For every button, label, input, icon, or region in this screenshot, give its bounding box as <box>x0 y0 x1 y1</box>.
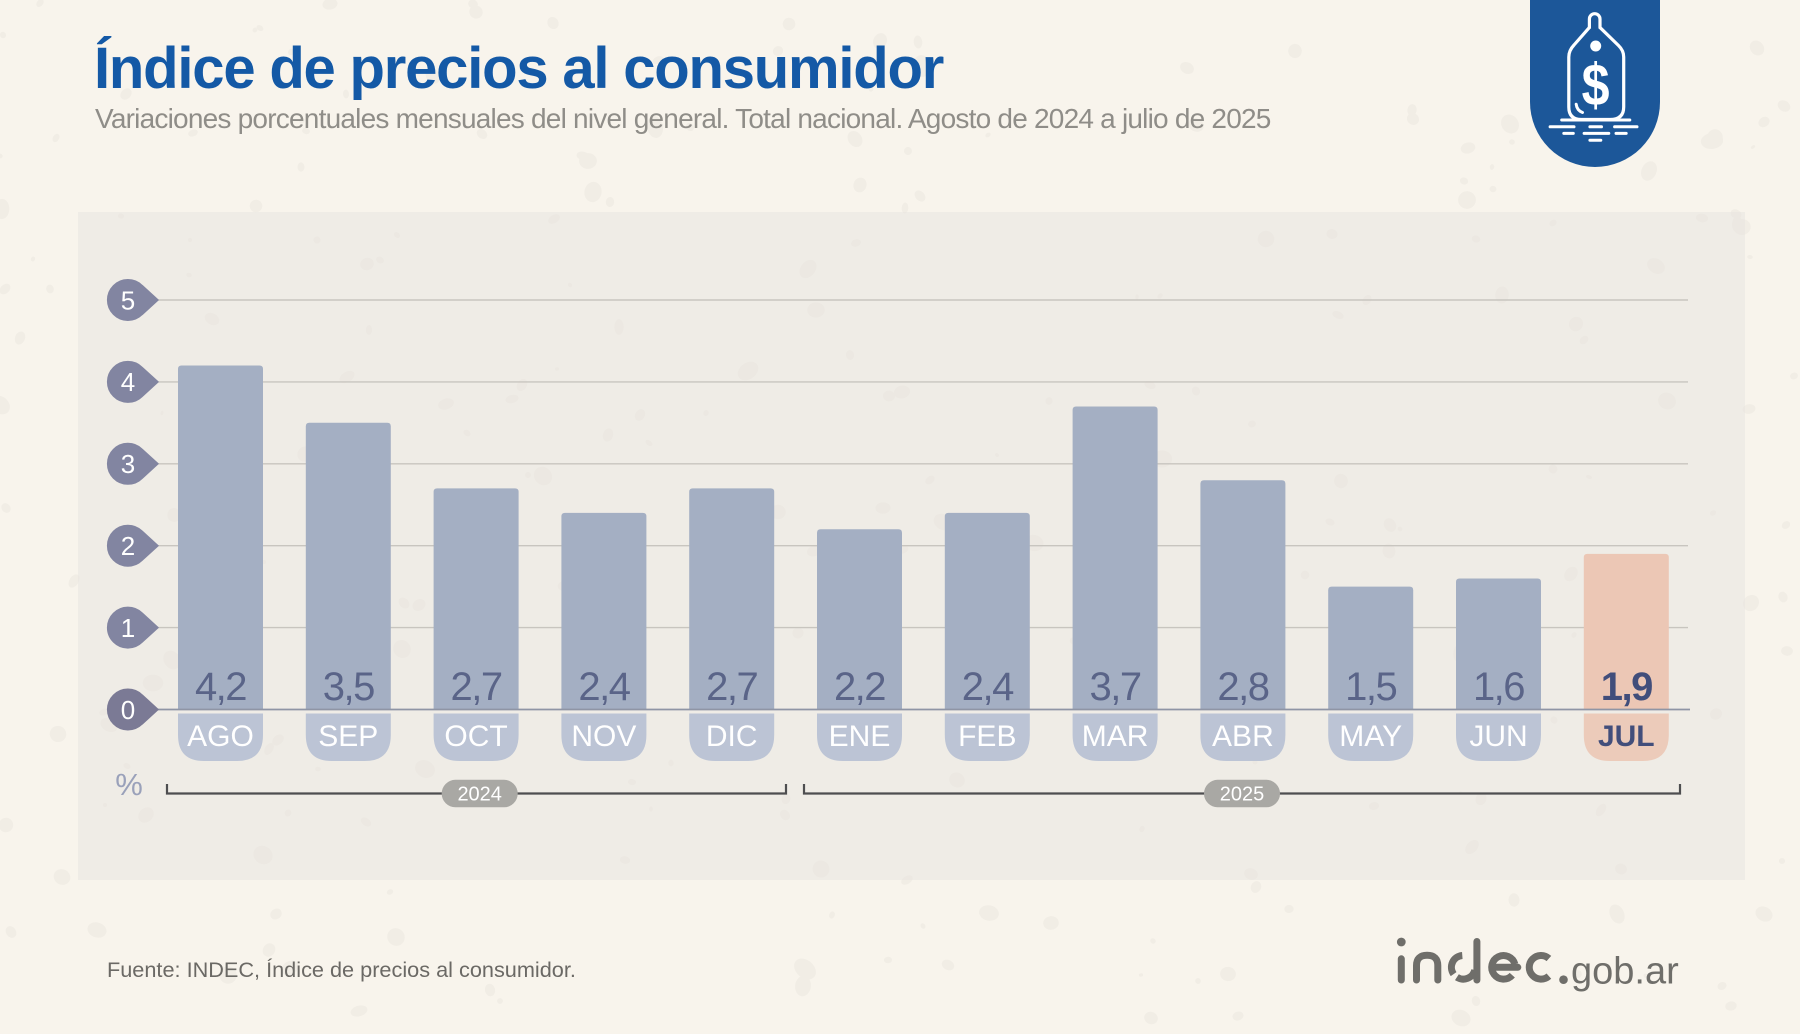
svg-text:3: 3 <box>121 449 135 479</box>
svg-text:2,4: 2,4 <box>578 665 630 709</box>
svg-text:AGO: AGO <box>187 720 254 753</box>
svg-text:5: 5 <box>121 285 135 315</box>
svg-text:2,2: 2,2 <box>834 665 885 709</box>
svg-text:NOV: NOV <box>571 720 636 753</box>
svg-text:2: 2 <box>121 531 135 561</box>
svg-text:ABR: ABR <box>1212 720 1274 753</box>
svg-text:ENE: ENE <box>829 720 891 753</box>
svg-text:2,7: 2,7 <box>451 665 502 709</box>
svg-text:$: $ <box>1582 51 1610 118</box>
svg-text:OCT: OCT <box>444 720 507 753</box>
svg-text:SEP: SEP <box>318 720 378 753</box>
svg-text:gob.ar: gob.ar <box>1571 951 1679 993</box>
svg-text:1,5: 1,5 <box>1345 665 1396 709</box>
svg-text:MAY: MAY <box>1339 720 1402 753</box>
svg-text:2025: 2025 <box>1220 784 1265 806</box>
svg-text:JUN: JUN <box>1469 720 1527 753</box>
svg-text:2024: 2024 <box>457 784 502 806</box>
svg-text:FEB: FEB <box>958 720 1016 753</box>
svg-text:4,2: 4,2 <box>195 665 246 709</box>
svg-text:2,7: 2,7 <box>706 665 757 709</box>
svg-text:MAR: MAR <box>1082 720 1149 753</box>
svg-text:1: 1 <box>121 613 135 643</box>
svg-text:%: % <box>115 767 143 802</box>
svg-text:0: 0 <box>121 695 135 725</box>
svg-text:4: 4 <box>121 367 135 397</box>
svg-text:DIC: DIC <box>706 720 758 753</box>
svg-text:3,5: 3,5 <box>323 665 374 709</box>
svg-text:1,9: 1,9 <box>1601 665 1652 709</box>
svg-text:1,6: 1,6 <box>1473 665 1524 709</box>
svg-text:3,7: 3,7 <box>1090 665 1141 709</box>
svg-text:2,4: 2,4 <box>962 665 1014 709</box>
svg-text:JUL: JUL <box>1598 720 1655 753</box>
svg-text:2,8: 2,8 <box>1217 665 1268 709</box>
